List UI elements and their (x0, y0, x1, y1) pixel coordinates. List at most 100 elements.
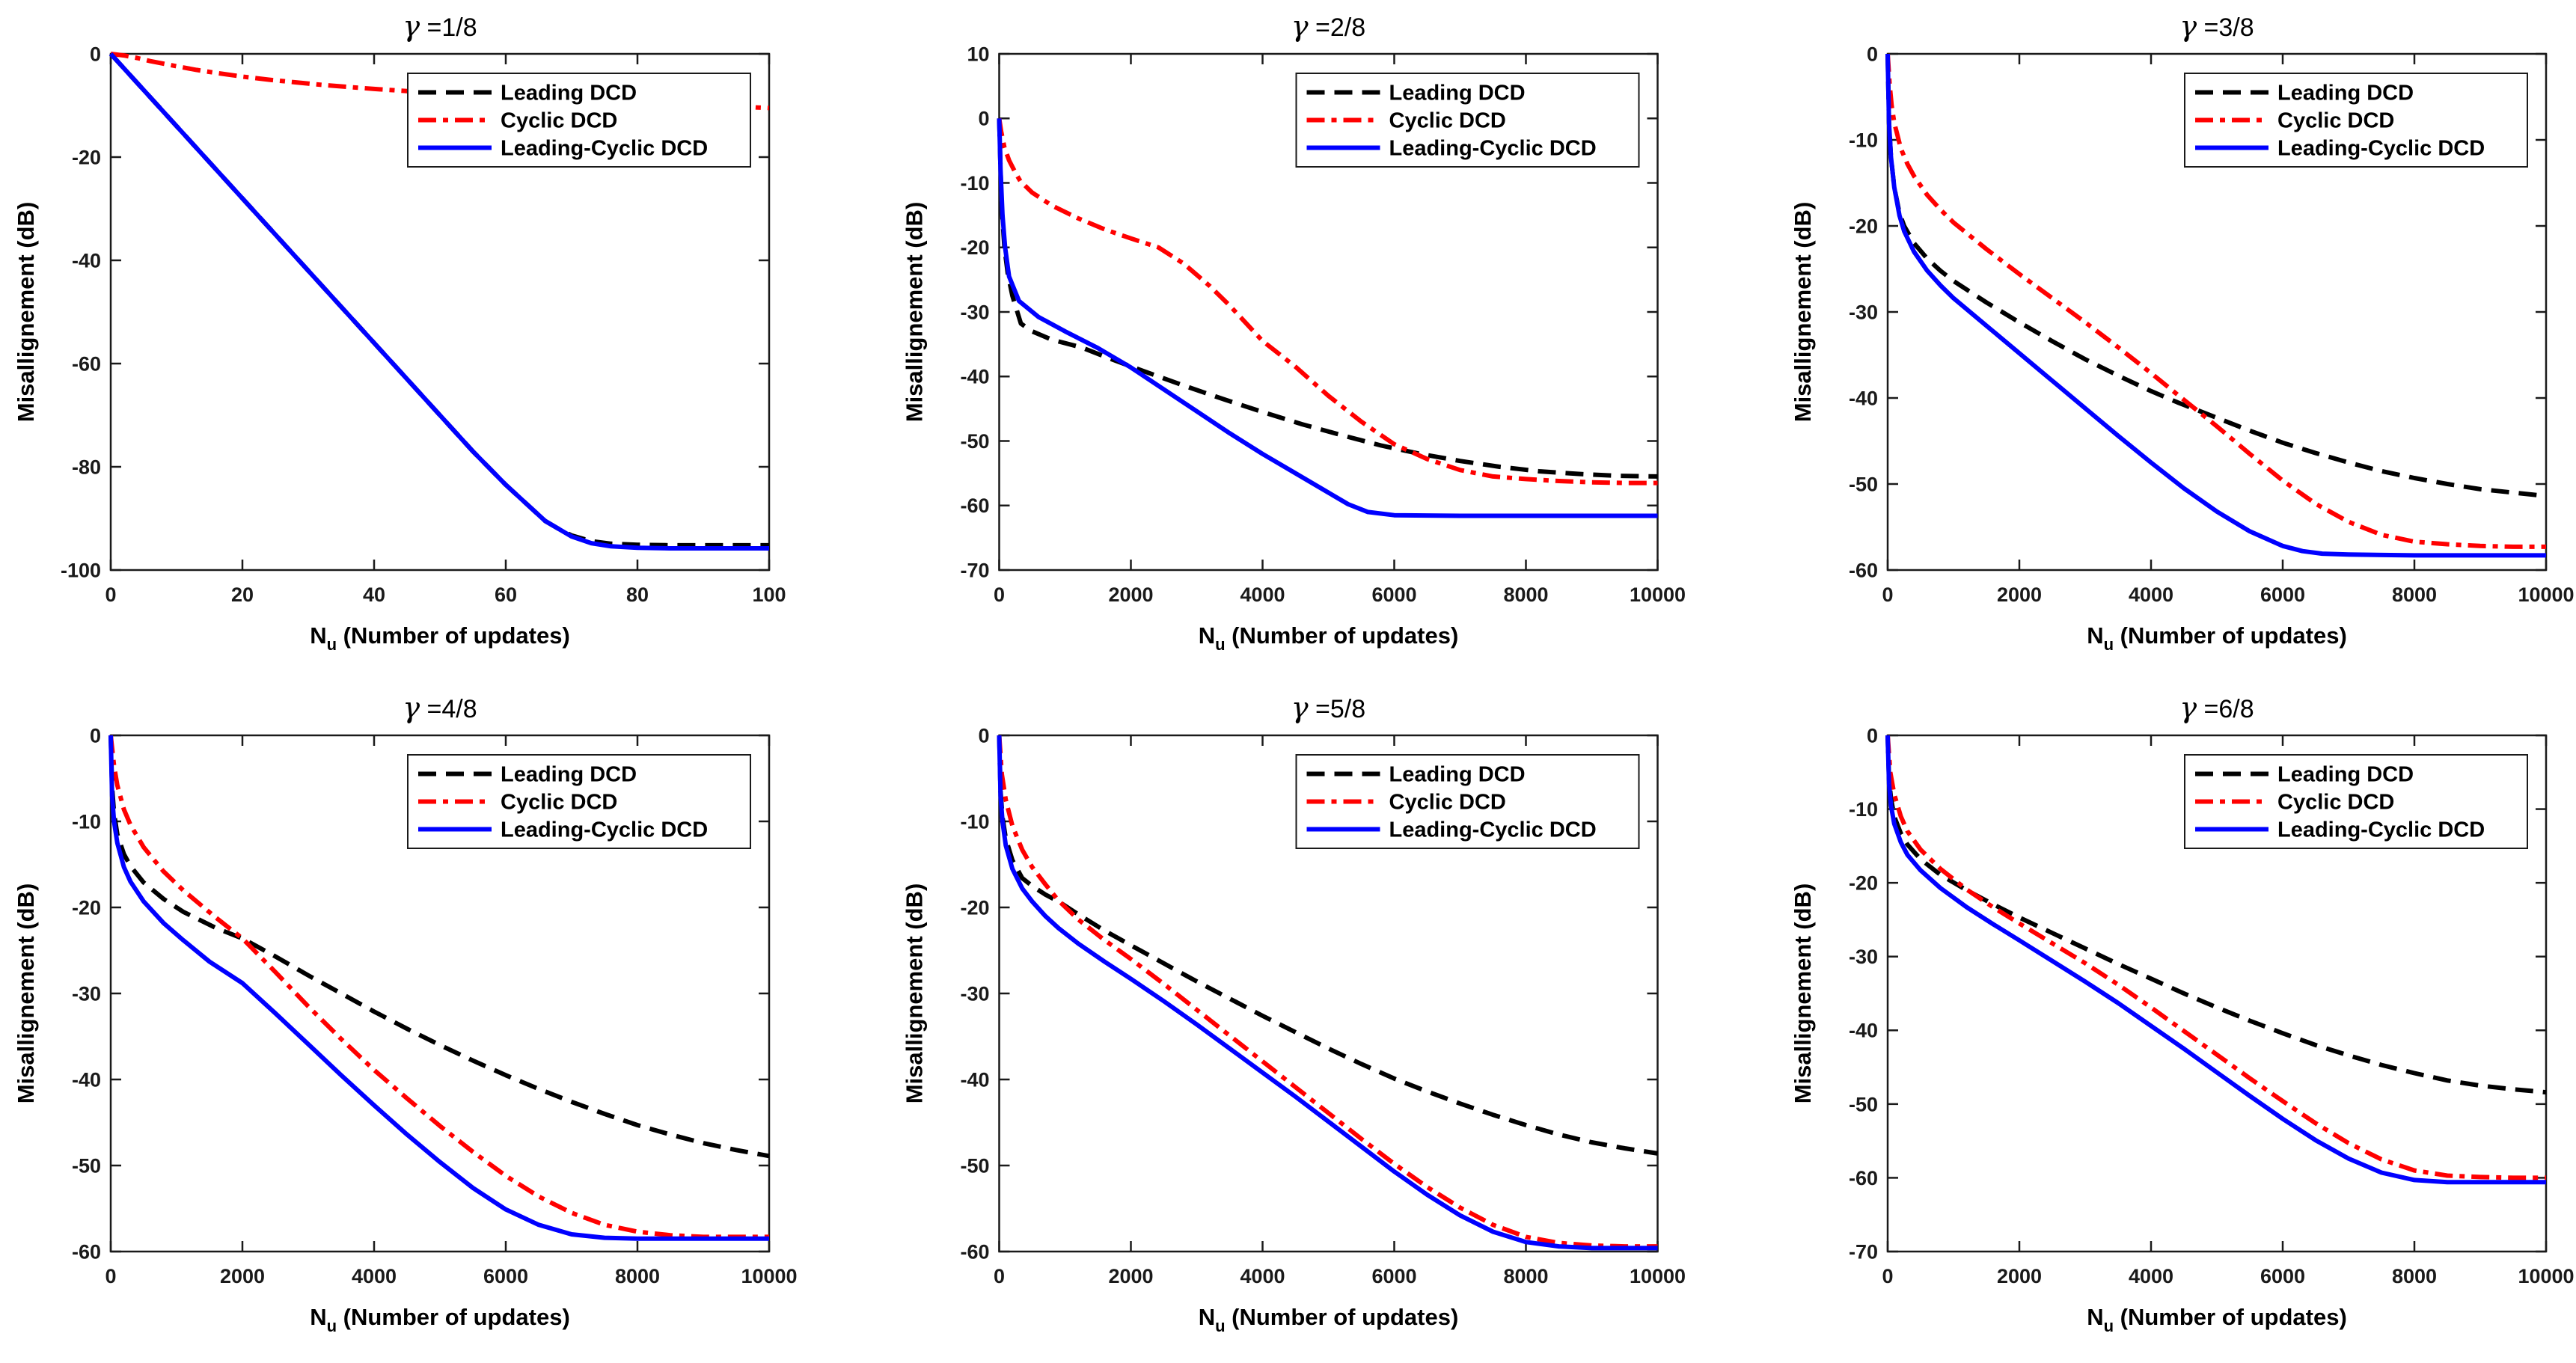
legend: Leading DCD Cyclic DCD Leading-Cyclic DCD (1295, 754, 1640, 849)
subplot-gamma---3-8: 0 2000 4000 6000 8000 10000 0 -10 -20 -30 -40 -50 -6… (1790, 10, 2575, 654)
y-axis-label: Misallignement (dB) (1790, 202, 1816, 423)
plot-area (997, 735, 1658, 1251)
y-tick-label: -20 (72, 896, 101, 919)
subplot-gamma---4-8: 0 2000 4000 6000 8000 10000 0 -10 -20 -30 -40 -50 -6… (13, 691, 798, 1335)
y-tick-label: -50 (960, 430, 989, 453)
series-line-cyclic-dcd (108, 735, 769, 1240)
subplot-gamma---1-8: 0 20 40 60 80 100 0 -20 -40 -60 -80 -100 γ =1/8 Misal… (13, 10, 786, 654)
x-axis-label: Nu (Number of updates) (2087, 1304, 2347, 1335)
subplot-title: γ =3/8 (2179, 10, 2254, 43)
axes-box (1886, 734, 2548, 1253)
y-tick-label: -50 (72, 1154, 101, 1177)
plot-area (108, 735, 770, 1241)
y-tick-label: -50 (1849, 473, 1878, 495)
legend-entry-label: Leading-Cyclic DCD (2277, 136, 2485, 160)
series-line-cyclic-dcd (997, 735, 1658, 1249)
y-tick-label: -10 (72, 810, 101, 833)
y-tick-label: -70 (1849, 1240, 1878, 1263)
y-tick-label: -10 (960, 172, 989, 195)
x-tick-label: 0 (1882, 584, 1893, 606)
plot-area (1885, 53, 2547, 558)
y-tick-label: -60 (1849, 1167, 1878, 1189)
y-axis-label: Misallignement (dB) (13, 202, 39, 423)
legend: Leading DCD Cyclic DCD Leading-Cyclic DCD (2184, 73, 2528, 168)
x-tick-label: 8000 (615, 1265, 660, 1287)
x-tick-label: 2000 (220, 1265, 265, 1287)
subplot-title: γ =6/8 (2179, 691, 2254, 724)
legend: Leading DCD Cyclic DCD Leading-Cyclic DCD (407, 754, 751, 849)
y-tick-label: 0 (1867, 43, 1878, 65)
x-tick-label: 60 (495, 584, 517, 606)
y-axis-label: Misallignement (dB) (902, 883, 928, 1104)
y-tick-label: -80 (72, 456, 101, 478)
x-tick-label: 20 (231, 584, 254, 606)
series-line-cyclic-dcd (1885, 53, 2546, 549)
y-tick-label: -100 (61, 559, 101, 581)
legend-entry-label: Leading-Cyclic DCD (501, 818, 708, 842)
y-tick-label: -50 (960, 1154, 989, 1177)
legend: Leading DCD Cyclic DCD Leading-Cyclic DCD (407, 73, 751, 168)
x-tick-label: 0 (105, 1265, 116, 1287)
legend-entry-label: Leading-Cyclic DCD (1389, 818, 1597, 842)
y-tick-label: -40 (960, 1068, 989, 1091)
series-line-cyclic-dcd (1885, 735, 2546, 1180)
y-tick-label: -10 (960, 810, 989, 833)
y-tick-label: -10 (1849, 798, 1878, 821)
x-tick-label: 10000 (741, 1265, 797, 1287)
x-axis-label: Nu (Number of updates) (310, 1304, 570, 1335)
y-tick-label: -50 (1849, 1093, 1878, 1115)
y-tick-label: -30 (1849, 301, 1878, 323)
legend-entry-label: Leading DCD (1389, 762, 1526, 786)
y-tick-label: 0 (90, 724, 101, 747)
subplot-title: γ =5/8 (1291, 691, 1365, 724)
legend-entry-label: Leading DCD (501, 81, 637, 105)
x-tick-label: 40 (363, 584, 385, 606)
series-line-leading-dcd (108, 735, 770, 1159)
series-line-leading-cyclic-dcd (997, 118, 1658, 518)
y-tick-label: -20 (960, 236, 989, 259)
x-tick-label: 2000 (1997, 1265, 2042, 1287)
legend-entry-label: Cyclic DCD (1389, 108, 1506, 132)
legend: Leading DCD Cyclic DCD Leading-Cyclic DCD (2184, 754, 2528, 849)
subplot-title: γ =4/8 (403, 691, 477, 724)
x-tick-label: 0 (1882, 1265, 1893, 1287)
x-tick-label: 6000 (1371, 584, 1416, 606)
x-tick-label: 6000 (2260, 1265, 2305, 1287)
series-line-cyclic-dcd (997, 117, 1658, 486)
legend-entry-label: Leading-Cyclic DCD (2277, 818, 2485, 842)
legend-entry-label: Leading DCD (2277, 762, 2414, 786)
series-line-leading-dcd (997, 735, 1658, 1156)
x-tick-label: 2000 (1997, 584, 2042, 606)
y-tick-label: -20 (72, 146, 101, 168)
y-tick-label: -30 (960, 301, 989, 323)
y-tick-label: -20 (1849, 872, 1878, 895)
x-tick-label: 8000 (1503, 584, 1548, 606)
y-tick-label: -40 (1849, 1020, 1878, 1042)
y-tick-label: -40 (1849, 387, 1878, 409)
y-tick-label: -60 (960, 1240, 989, 1263)
y-tick-label: 0 (1867, 724, 1878, 747)
subplot-gamma---6-8: 0 2000 4000 6000 8000 10000 0 -10 -20 -30 -40 -50 -6… (1790, 691, 2575, 1335)
legend-entry-label: Leading DCD (2277, 81, 2414, 105)
x-tick-label: 10000 (1630, 1265, 1686, 1287)
legend: Leading DCD Cyclic DCD Leading-Cyclic DCD (1295, 73, 1640, 168)
x-tick-label: 4000 (2129, 584, 2173, 606)
y-tick-label: 0 (978, 108, 989, 130)
x-tick-label: 8000 (2392, 584, 2437, 606)
subplot-gamma---5-8: 0 2000 4000 6000 8000 10000 0 -10 -20 -30 -40 -50 -6… (902, 691, 1686, 1335)
x-tick-label: 0 (994, 584, 1005, 606)
x-tick-label: 6000 (2260, 584, 2305, 606)
legend-entry-label: Leading-Cyclic DCD (1389, 136, 1597, 160)
legend-entry-label: Cyclic DCD (1389, 790, 1506, 814)
y-tick-label: -40 (72, 1068, 101, 1091)
axes-box (109, 52, 771, 572)
x-tick-label: 4000 (1240, 584, 1285, 606)
x-tick-label: 8000 (2392, 1265, 2437, 1287)
legend-entry-label: Leading DCD (501, 762, 637, 786)
series-line-leading-dcd (997, 118, 1658, 479)
x-tick-label: 6000 (483, 1265, 528, 1287)
plot-area (997, 117, 1658, 518)
y-tick-label: -60 (72, 1240, 101, 1263)
